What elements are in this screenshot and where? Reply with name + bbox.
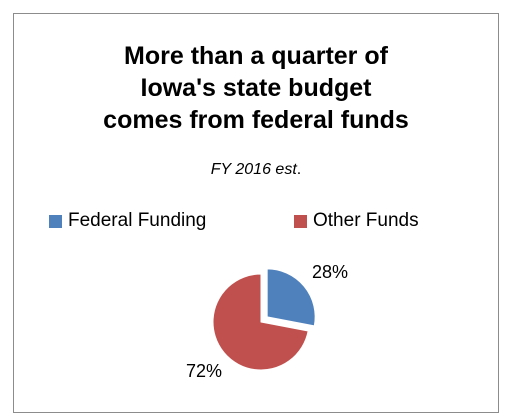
legend-item-federal-funding: Federal Funding [49, 208, 206, 234]
legend-label-other-funds: Other Funds [313, 210, 419, 231]
chart-subtitle: FY 2016 est. [0, 160, 512, 180]
legend-swatch-federal-funding [49, 214, 62, 228]
legend-swatch-other-funds [294, 214, 307, 228]
pie-chart: 28% 72% [186, 262, 348, 381]
legend-item-other-funds: Other Funds [294, 208, 419, 234]
chart-title-line-2: Iowa's state budget [140, 74, 372, 102]
chart-legend: Federal Funding Other Funds [0, 208, 512, 234]
chart-subtitle-text: FY 2016 est [210, 161, 297, 178]
pie-slice-federal-funding [266, 268, 316, 327]
chart-title: More than a quarter of Iowa's state budg… [0, 40, 512, 136]
data-label-federal-funding: 28% [312, 262, 348, 282]
data-label-other-funds: 72% [186, 361, 222, 381]
pie-slice-other-funds [212, 273, 309, 371]
legend-label-federal-funding: Federal Funding [68, 210, 207, 231]
chart-title-line-1: More than a quarter of [124, 42, 388, 70]
chart-subtitle-suffix: . [296, 161, 302, 178]
chart-title-line-3: comes from federal funds [103, 106, 409, 134]
